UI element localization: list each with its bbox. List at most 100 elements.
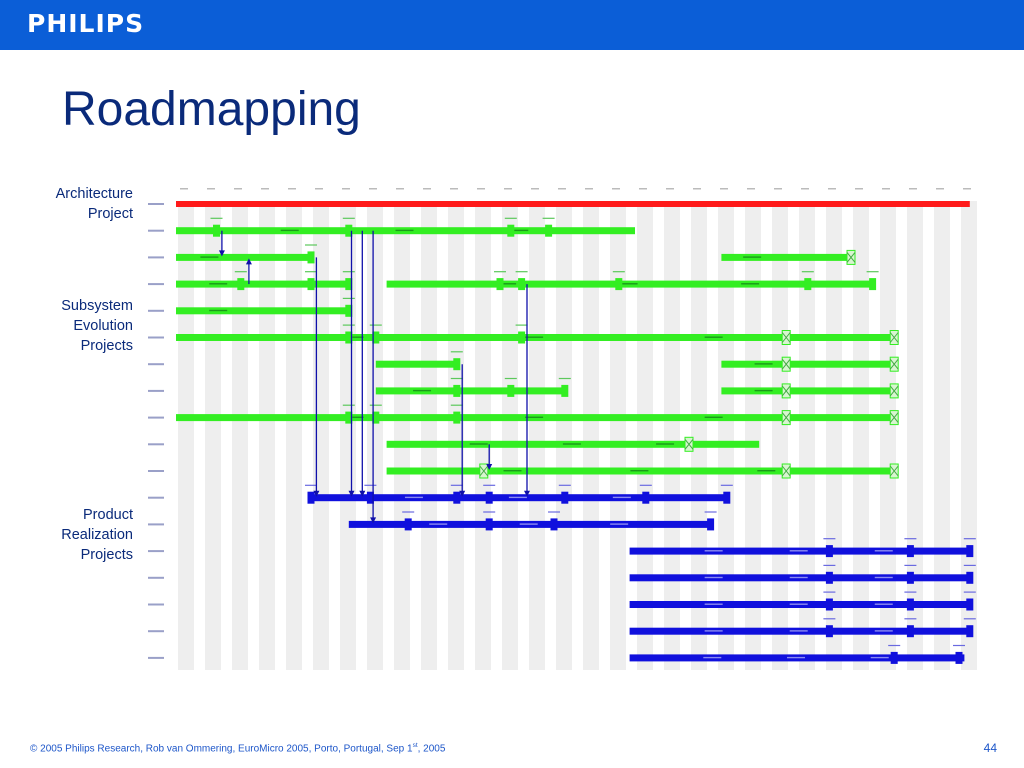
milestone-label bbox=[234, 271, 247, 273]
timeline-column bbox=[718, 201, 734, 670]
milestone-marker bbox=[345, 278, 353, 291]
milestone-marker bbox=[890, 651, 898, 664]
column-header-label bbox=[531, 188, 539, 190]
bar-annotation bbox=[395, 229, 414, 232]
timeline-column bbox=[421, 201, 437, 670]
milestone-marker bbox=[404, 518, 412, 531]
timeline-column bbox=[448, 201, 464, 670]
column-header-label bbox=[369, 188, 377, 190]
roadmap-diagram bbox=[148, 188, 977, 670]
subsystem-bar bbox=[176, 307, 349, 315]
timeline-column bbox=[178, 201, 194, 670]
bar-annotation bbox=[874, 550, 893, 552]
milestone-label bbox=[504, 377, 517, 380]
bar-annotation bbox=[498, 283, 517, 285]
bar-annotation bbox=[754, 363, 773, 365]
bar-annotation bbox=[874, 576, 893, 579]
row-label bbox=[148, 389, 164, 392]
milestone-marker bbox=[453, 491, 461, 504]
milestone-label bbox=[402, 511, 415, 513]
milestone-marker bbox=[707, 518, 715, 531]
subsystem-bar bbox=[375, 360, 457, 368]
column-header-label bbox=[909, 188, 917, 190]
milestone-label bbox=[823, 591, 836, 593]
bar-annotation bbox=[519, 523, 538, 525]
row-label bbox=[148, 416, 164, 419]
milestone-marker bbox=[453, 411, 461, 424]
column-header-label bbox=[234, 188, 242, 190]
column-header-label bbox=[639, 188, 647, 190]
row-label bbox=[148, 470, 164, 472]
bar-annotation bbox=[789, 603, 808, 605]
milestone-marker bbox=[545, 224, 553, 237]
subsystem-bar bbox=[375, 387, 565, 395]
row-label bbox=[148, 336, 164, 339]
milestone-marker bbox=[825, 571, 833, 584]
milestone-label bbox=[904, 538, 917, 540]
column-header-label bbox=[207, 188, 215, 190]
milestone-marker bbox=[307, 251, 315, 264]
milestone-marker bbox=[507, 224, 515, 237]
dependency-arrowhead bbox=[348, 490, 355, 497]
milestone-marker bbox=[518, 278, 526, 291]
column-header-label bbox=[801, 188, 809, 190]
timeline-column bbox=[259, 201, 275, 670]
row-label bbox=[148, 443, 164, 446]
timeline-column bbox=[664, 201, 680, 670]
milestone-label bbox=[963, 618, 976, 620]
bar-annotation bbox=[510, 229, 529, 232]
milestone-label bbox=[305, 484, 317, 486]
milestone-label bbox=[866, 271, 879, 273]
bar-annotation bbox=[200, 256, 219, 258]
planned-milestone-hatch bbox=[684, 438, 694, 450]
timeline-column bbox=[286, 201, 302, 670]
subsystem-bar bbox=[176, 280, 349, 288]
milestone-marker bbox=[213, 224, 220, 237]
milestone-marker bbox=[237, 278, 245, 291]
milestone-label bbox=[342, 324, 355, 326]
milestone-label bbox=[450, 484, 463, 486]
milestone-label bbox=[963, 591, 976, 593]
milestone-label bbox=[542, 217, 555, 219]
bar-annotation bbox=[469, 443, 488, 445]
milestone-label bbox=[904, 618, 917, 620]
bar-annotation bbox=[503, 470, 522, 472]
bar-annotation bbox=[525, 336, 544, 338]
bar-annotation bbox=[789, 550, 808, 552]
timeline-column bbox=[610, 201, 626, 670]
subsystem-bar bbox=[721, 387, 895, 395]
milestone-marker bbox=[825, 625, 833, 638]
timeline-column bbox=[880, 201, 896, 670]
column-header-label bbox=[315, 188, 323, 190]
milestone-label bbox=[963, 564, 976, 566]
planned-milestone-hatch bbox=[781, 385, 791, 397]
bar-annotation bbox=[656, 443, 675, 445]
bar-annotation bbox=[619, 283, 638, 285]
column-header-label bbox=[585, 188, 593, 190]
milestone-marker bbox=[966, 625, 974, 638]
milestone-marker bbox=[561, 384, 569, 397]
milestone-label bbox=[704, 511, 717, 513]
milestone-marker bbox=[561, 491, 569, 504]
milestone-label bbox=[558, 484, 571, 486]
bar-annotation bbox=[704, 550, 723, 552]
milestone-marker bbox=[966, 571, 974, 584]
bar-annotation bbox=[413, 389, 432, 392]
header-bar: PHILIPS bbox=[0, 0, 1024, 50]
bar-annotation bbox=[789, 630, 808, 632]
milestone-label bbox=[963, 538, 976, 540]
column-header-label bbox=[558, 188, 566, 190]
milestone-marker bbox=[372, 411, 380, 424]
column-header-label bbox=[612, 188, 620, 190]
footer-ordinal: st bbox=[412, 742, 418, 749]
bar-annotation bbox=[209, 283, 228, 285]
bar-annotation bbox=[404, 496, 423, 499]
timeline-column bbox=[502, 201, 518, 670]
bar-annotation bbox=[345, 416, 364, 418]
bar-annotation bbox=[741, 283, 760, 285]
page-number: 44 bbox=[983, 741, 997, 755]
dependency-arrowhead bbox=[313, 490, 320, 497]
milestone-label bbox=[369, 404, 382, 406]
dependency-arrowhead bbox=[370, 517, 377, 524]
bar-annotation bbox=[704, 336, 723, 338]
